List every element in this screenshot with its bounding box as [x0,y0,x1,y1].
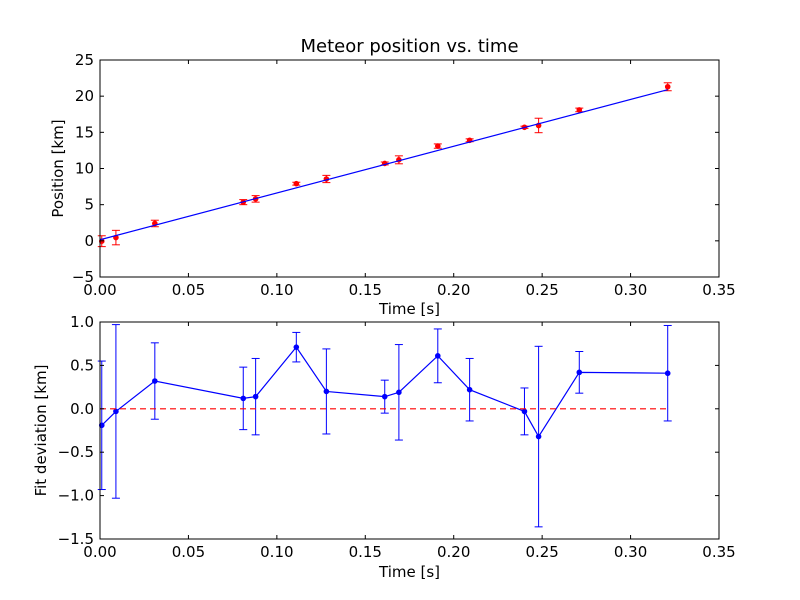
y-tick-label: −5 [72,268,94,286]
top-y-axis-label: Position [km] [49,119,67,217]
y-tick-label: 10 [75,160,94,178]
plot-frame [99,321,720,540]
data-point [152,378,158,384]
data-point [576,107,583,113]
data-point [293,344,300,350]
y-tick-label: −1.5 [58,530,94,548]
data-point [323,388,330,395]
x-tick-label: 0.00 [83,543,116,561]
y-tick-label: 0 [84,232,94,250]
top-chart-title: Meteor position vs. time [300,36,518,57]
x-tick-label: 0.25 [525,281,558,299]
data-point [521,408,528,415]
data-point [535,433,542,440]
x-tick-label: 0.30 [614,281,647,299]
data-point [664,370,671,377]
data-point [293,180,300,187]
y-tick-label: 20 [75,87,94,105]
x-tick-label: 0.00 [83,281,116,299]
data-point [576,369,583,376]
fit-line [99,89,668,241]
position-plot: 0.00 0.05 0.10 0.15 0.20 0.25 0.30 0.35 −5 0 5 10 15… [72,51,736,299]
deviation-plot: 0.00 0.05 0.10 0.15 0.20 0.25 0.30 0.35 −1.5 −1.0… [58,313,736,561]
x-tick-label: 0.05 [172,543,205,561]
y-tick-label: 0.0 [70,400,94,418]
data-point [434,353,441,359]
y-tick-label: 25 [75,51,94,69]
series-line-with-error [97,324,672,528]
x-tick-label: 0.10 [260,281,293,299]
x-tick-label: 0.10 [260,543,293,561]
x-tick-label: 0.35 [702,543,735,561]
data-point [466,386,473,393]
data-point [98,422,105,429]
data-point [240,395,247,402]
x-tick-label: 0.25 [525,543,558,561]
data-point [664,83,671,90]
bottom-y-axis-label: Fit deviation [km] [32,365,50,497]
y-tick-label: 1.0 [70,313,94,331]
x-tick-label: 0.15 [349,281,382,299]
x-tick-label: 0.20 [437,543,470,561]
data-point [113,408,119,415]
series-fit-line [99,89,668,241]
x-tick-label: 0.35 [702,281,735,299]
x-tick-label: 0.15 [349,543,382,561]
y-tick-label: −0.5 [58,443,94,461]
data-point [396,389,402,396]
y-tick-label: 0.5 [70,356,94,374]
bottom-x-axis-label: Time [s] [378,563,440,581]
y-tick-label: −1.0 [58,487,94,505]
y-tick-label: 15 [75,123,94,141]
x-tick-label: 0.30 [614,543,647,561]
data-point [252,393,259,400]
x-tick-label: 0.20 [437,281,470,299]
top-x-axis-label: Time [s] [378,300,440,318]
x-tick-label: 0.05 [172,281,205,299]
data-point [434,143,441,149]
y-tick-label: 5 [84,196,94,214]
data-point [381,393,388,400]
